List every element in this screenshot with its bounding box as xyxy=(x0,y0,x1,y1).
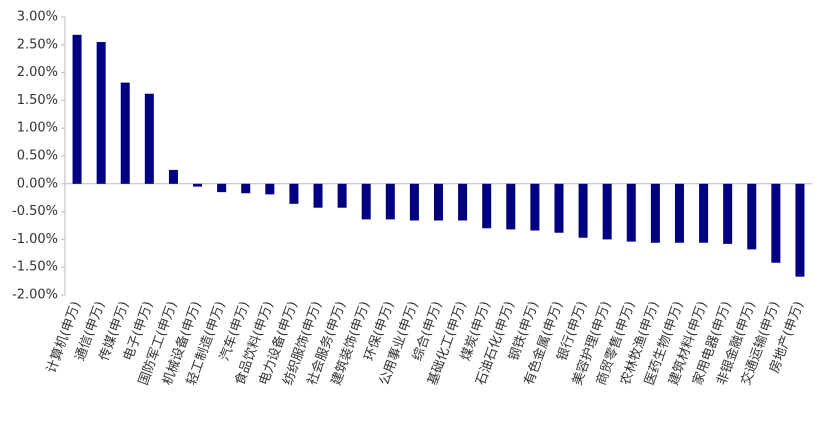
bar xyxy=(385,183,395,220)
y-tick-label: 1.00% xyxy=(17,121,58,136)
y-tick-label: -0.50% xyxy=(12,204,58,219)
y-tick-label: 0.00% xyxy=(17,176,58,191)
bar xyxy=(168,169,178,184)
y-tick-label: 3.00% xyxy=(17,10,58,25)
bar xyxy=(337,183,347,208)
bar xyxy=(650,183,660,243)
bar xyxy=(458,183,468,221)
bar xyxy=(217,183,227,193)
bar xyxy=(795,183,805,277)
bar xyxy=(554,183,564,233)
bar xyxy=(626,183,636,242)
bar xyxy=(313,183,323,208)
bar xyxy=(241,183,251,194)
bar xyxy=(193,183,203,187)
bar xyxy=(289,183,299,204)
bar xyxy=(602,183,612,240)
bar xyxy=(72,34,82,184)
bar xyxy=(530,183,540,231)
bar xyxy=(506,183,516,230)
y-tick-label: -2.00% xyxy=(12,288,58,303)
bar xyxy=(482,183,492,229)
bar xyxy=(578,183,588,238)
x-tick-label: 计算机(申万) xyxy=(44,299,84,375)
y-tick-label: 2.50% xyxy=(17,37,58,52)
y-tick-label: -1.50% xyxy=(12,260,58,275)
bar xyxy=(265,183,275,195)
bar xyxy=(361,183,371,220)
bar xyxy=(699,183,709,243)
bar xyxy=(409,183,419,221)
y-tick-label: 1.50% xyxy=(17,93,58,108)
bar xyxy=(771,183,781,263)
bar xyxy=(96,42,106,184)
bar xyxy=(434,183,443,221)
y-tick-label: -1.00% xyxy=(12,232,58,247)
bar xyxy=(144,93,154,184)
bar xyxy=(120,82,130,184)
bar xyxy=(747,183,757,250)
y-tick-label: 0.50% xyxy=(17,149,58,164)
bar xyxy=(723,183,733,244)
bar xyxy=(674,183,684,243)
y-tick-label: 2.00% xyxy=(17,65,58,80)
